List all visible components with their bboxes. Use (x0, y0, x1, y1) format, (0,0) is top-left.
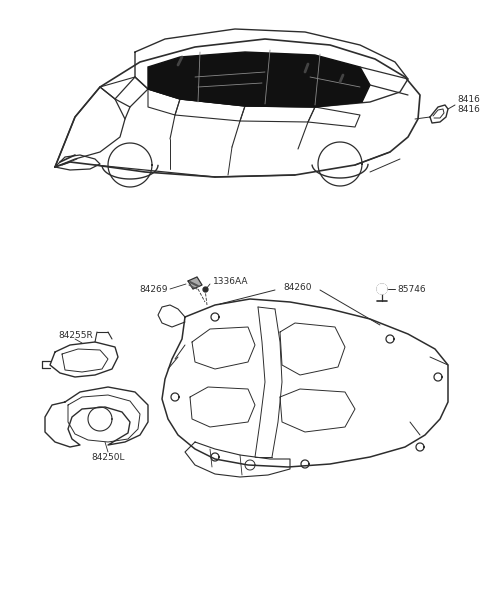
Text: 1336AA: 1336AA (213, 276, 249, 285)
Text: 85746: 85746 (397, 285, 426, 294)
Text: 84255R: 84255R (58, 331, 93, 340)
Text: 84161D: 84161D (457, 96, 480, 104)
Text: 84250L: 84250L (91, 453, 125, 461)
Polygon shape (188, 277, 202, 289)
Polygon shape (148, 52, 370, 107)
Text: 84269: 84269 (140, 285, 168, 294)
Text: 84260: 84260 (284, 282, 312, 291)
Text: 84161A: 84161A (457, 104, 480, 113)
Polygon shape (377, 284, 387, 294)
